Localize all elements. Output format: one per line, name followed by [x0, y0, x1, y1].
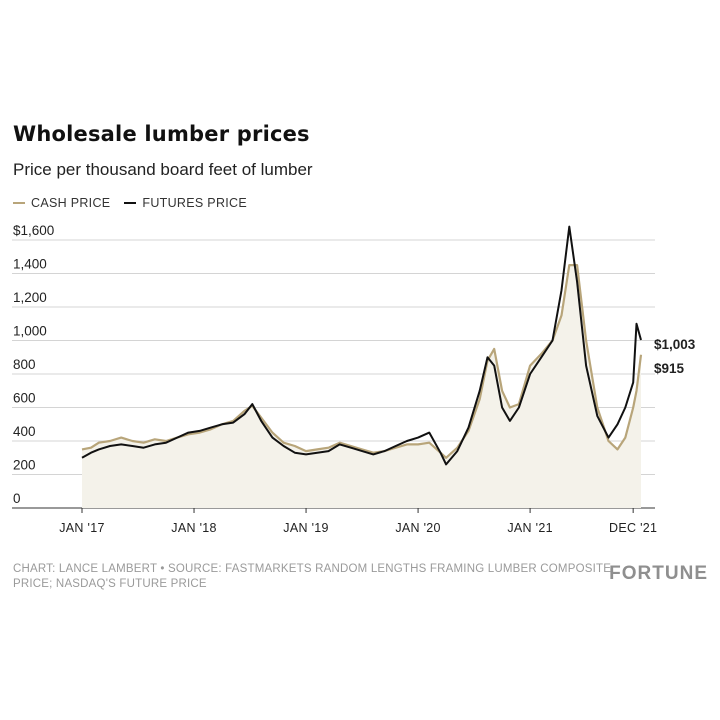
- fortune-logo: FORTUNE: [609, 563, 708, 584]
- cash-price-area: [82, 265, 641, 508]
- legend-swatch-cash: [13, 202, 25, 204]
- x-tick-label: JAN '17: [59, 521, 104, 535]
- chart-title: Wholesale lumber prices: [13, 122, 310, 146]
- y-tick-label: 1,200: [13, 290, 47, 305]
- cash-end-label: $915: [654, 361, 685, 376]
- legend-swatch-futures: [124, 202, 137, 204]
- lumber-price-chart: $1,600 1,400 1,200 1,000 800 600 400 200 0 JAN '…: [12, 223, 696, 535]
- y-tick-label: 1,000: [13, 324, 47, 339]
- chart-subtitle: Price per thousand board feet of lumber: [13, 160, 313, 179]
- series-lines: [81, 225, 643, 466]
- legend-label-futures: FUTURES PRICE: [142, 196, 248, 210]
- futures-price-line: [81, 225, 642, 466]
- y-tick-label: 800: [13, 357, 36, 372]
- area-fill: [82, 265, 641, 508]
- y-tick-label: 200: [13, 458, 36, 473]
- x-tick-label: JAN '18: [171, 521, 216, 535]
- end-labels: $1,003 $915: [654, 337, 696, 376]
- legend-label-cash: CASH PRICE: [31, 196, 111, 210]
- x-axis: JAN '17 JAN '18 JAN '19 JAN '20 JAN '21 DEC '…: [59, 508, 657, 535]
- legend-item-futures: FUTURES PRICE: [124, 196, 247, 210]
- y-tick-label: 1,400: [13, 257, 47, 272]
- legend: CASH PRICE FUTURES PRICE: [13, 196, 261, 210]
- futures-end-label: $1,003: [654, 337, 696, 352]
- y-tick-label: 0: [13, 491, 21, 506]
- y-tick-label: 400: [13, 424, 36, 439]
- x-tick-label: DEC '21: [609, 521, 657, 535]
- x-tick-label: JAN '21: [507, 521, 552, 535]
- legend-item-cash: CASH PRICE: [13, 196, 110, 210]
- source-note: CHART: LANCE LAMBERT • SOURCE: FASTMARKE…: [13, 563, 612, 590]
- y-axis: $1,600 1,400 1,200 1,000 800 600 400 200 0: [13, 223, 54, 506]
- y-tick-label: $1,600: [13, 223, 54, 238]
- x-tick-label: JAN '19: [283, 521, 328, 535]
- x-tick-label: JAN '20: [395, 521, 440, 535]
- y-tick-label: 600: [13, 391, 36, 406]
